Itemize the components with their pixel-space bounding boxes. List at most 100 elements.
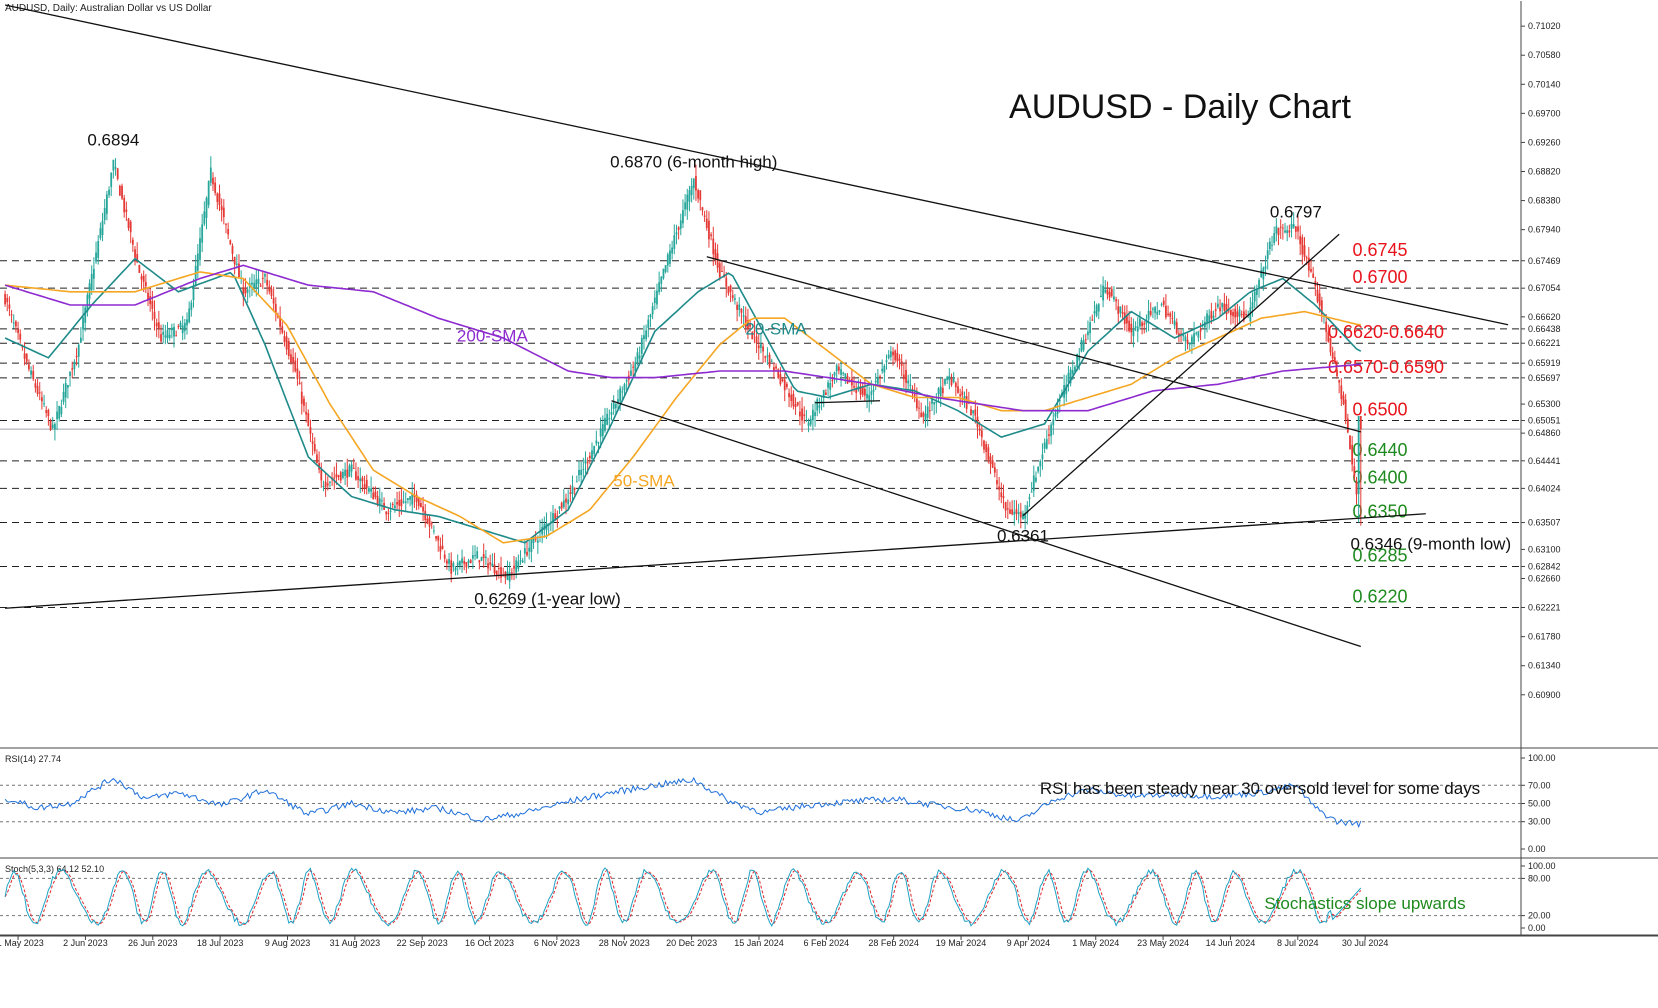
candle-body <box>799 411 801 417</box>
candle-body <box>394 505 396 508</box>
candle-body <box>926 406 929 418</box>
candle-body <box>783 379 786 391</box>
candle-body <box>357 476 359 481</box>
candle-body <box>640 337 643 354</box>
candle-body <box>474 555 476 557</box>
candle-body <box>1344 399 1347 420</box>
candle-body <box>1048 434 1050 436</box>
candle-body <box>1258 279 1260 288</box>
candle-body <box>1067 372 1070 383</box>
candle-body <box>1342 395 1345 404</box>
candle-body <box>617 399 619 404</box>
candle-body <box>562 500 565 508</box>
candle-body <box>487 563 489 569</box>
candle-body <box>1095 305 1098 316</box>
candle-body <box>175 335 178 337</box>
candle-body <box>736 304 738 310</box>
candle-body <box>1264 266 1267 269</box>
candle-body <box>95 252 97 262</box>
candle-body <box>183 322 186 331</box>
candle-body <box>959 394 962 397</box>
candle-body <box>398 500 401 506</box>
candle-body <box>653 297 656 304</box>
candle-body <box>855 389 858 393</box>
candle-body <box>701 207 704 211</box>
candle-body <box>1030 491 1033 493</box>
candle-body <box>881 368 884 372</box>
candle-body <box>162 331 165 335</box>
candle-body <box>816 399 819 411</box>
candle-body <box>614 403 617 409</box>
candle-body <box>313 444 316 452</box>
candle-body <box>1255 290 1258 296</box>
candle-body <box>365 479 368 488</box>
trend-line <box>1022 233 1340 517</box>
candle-body <box>1076 353 1079 367</box>
candle-body <box>110 172 113 187</box>
level-label: 0.6400 <box>1352 467 1407 487</box>
candle-body <box>6 298 9 303</box>
candle-body <box>188 308 191 323</box>
candle-body <box>831 379 834 382</box>
sma-line-50-sma <box>5 271 1361 544</box>
candle-body <box>740 309 743 313</box>
candle-body <box>586 462 589 464</box>
candle-body <box>770 360 773 362</box>
candle-body <box>699 190 702 201</box>
candle-body <box>242 287 245 298</box>
candle-body <box>196 253 199 271</box>
candle-body <box>450 560 453 574</box>
candle-body <box>407 498 409 501</box>
candle-body <box>404 501 407 503</box>
candle-body <box>597 442 600 444</box>
candle-body <box>1134 326 1137 328</box>
candle-body <box>718 263 721 278</box>
candle-body <box>1084 339 1087 341</box>
candle-body <box>1108 291 1111 298</box>
x-tick-label: 14 Jun 2024 <box>1206 938 1256 948</box>
annotation-label: 0.6894 <box>87 131 139 150</box>
candle-body <box>402 501 405 503</box>
candle-body <box>1115 299 1117 302</box>
candle-body <box>38 392 41 394</box>
candle-body <box>194 265 197 287</box>
candle-body <box>1004 501 1007 511</box>
x-tick-label: 22 Sep 2023 <box>397 938 448 948</box>
candle-body <box>941 387 944 394</box>
x-tick-label: 11 May 2023 <box>0 938 44 948</box>
candle-body <box>1301 237 1304 255</box>
candle-body <box>879 376 881 378</box>
candle-body <box>601 424 604 436</box>
candle-body <box>387 512 390 514</box>
candle-body <box>190 302 193 310</box>
rsi-y-tick-label: 30.00 <box>1528 817 1551 827</box>
x-tick-label: 20 Dec 2023 <box>666 938 717 948</box>
y-tick-label: 0.67054 <box>1528 283 1561 293</box>
candle-body <box>684 202 687 210</box>
candle-body <box>272 297 275 304</box>
candle-body <box>584 459 587 464</box>
candle-body <box>521 560 524 563</box>
y-tick-label: 0.71020 <box>1528 21 1561 31</box>
candle-body <box>623 384 626 391</box>
candle-body <box>1299 236 1302 245</box>
candle-body <box>790 394 793 401</box>
trend-line <box>815 400 881 404</box>
level-label: 0.6220 <box>1352 587 1407 607</box>
y-tick-label: 0.60900 <box>1528 690 1561 700</box>
candle-body <box>610 412 613 415</box>
candle-body <box>1102 285 1104 301</box>
candle-body <box>1162 300 1165 305</box>
candle-body <box>372 492 375 500</box>
candle-body <box>212 177 214 185</box>
candle-body <box>703 215 706 217</box>
candle-body <box>773 367 775 371</box>
candle-body <box>868 395 871 401</box>
sma-line-200-sma <box>4 264 1361 412</box>
candle-body <box>1331 352 1334 359</box>
candle-body <box>30 370 32 375</box>
candle-body <box>1165 305 1167 318</box>
candle-body <box>578 469 580 476</box>
candle-body <box>179 322 182 328</box>
